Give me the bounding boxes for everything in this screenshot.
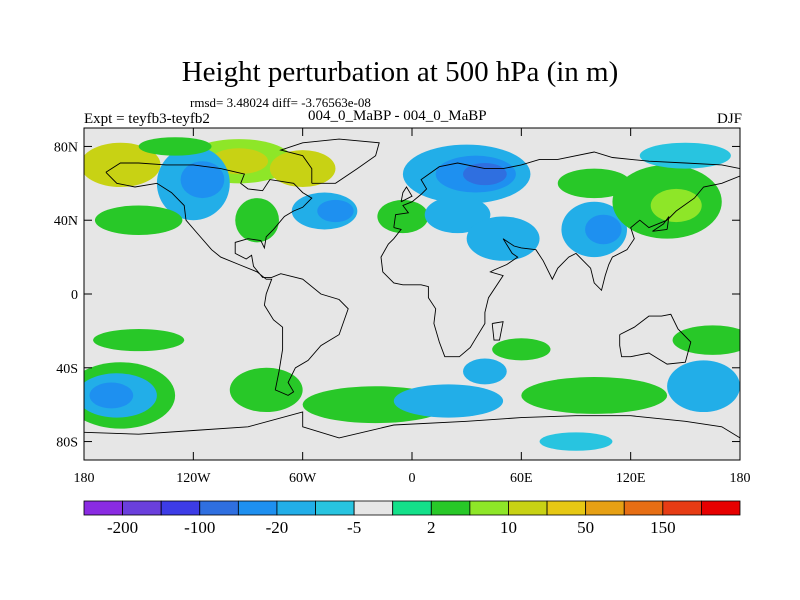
colorbar-swatch <box>546 500 587 516</box>
colorbar-swatch <box>315 500 355 516</box>
coastline <box>619 313 692 365</box>
colorbar-swatch <box>508 500 548 516</box>
anomaly-region <box>138 137 212 156</box>
colorbar-label: 150 <box>650 518 676 537</box>
colorbar-swatch <box>83 500 123 516</box>
lat-tick-label: 40S <box>56 362 78 377</box>
stats-label: rmsd= 3.48024 diff= -3.76563e-08 <box>190 95 371 110</box>
lon-tick-label: 0 <box>409 471 416 486</box>
anomaly-region <box>235 198 279 243</box>
anomaly-region <box>585 214 622 245</box>
anomaly-region <box>393 384 504 418</box>
colorbar-swatch <box>623 500 664 516</box>
colorbar: -200 -100 -20 -5 2 10 50 150 <box>83 500 741 537</box>
anomaly-region <box>672 325 740 355</box>
anomaly-region <box>269 150 336 188</box>
lon-tick-label: 60E <box>510 471 533 486</box>
anomaly-region <box>539 432 613 451</box>
coastline <box>652 216 670 232</box>
coastline <box>491 321 504 341</box>
plot-title: Height perturbation at 500 hPa (in m) <box>181 56 619 88</box>
coastline <box>380 151 740 358</box>
coastline <box>279 138 380 184</box>
colorbar-swatch <box>392 500 432 516</box>
case-label: 004_0_MaBP - 004_0_MaBP <box>308 108 487 124</box>
lat-tick-label: 40N <box>54 214 78 229</box>
experiment-label: Expt = teyfb3-teyfb2 <box>84 111 210 127</box>
anomaly-region <box>424 196 491 234</box>
colorbar-swatch <box>237 500 278 516</box>
anomaly-region <box>180 161 225 199</box>
anomaly-region <box>650 188 702 223</box>
colorbar-label: -100 <box>184 518 215 537</box>
lon-tick-label: 180 <box>730 471 751 486</box>
anomaly-region <box>94 205 183 235</box>
colorbar-swatch <box>662 500 702 516</box>
colorbar-swatch <box>276 500 316 516</box>
colorbar-swatch <box>469 500 509 516</box>
anomaly-fill-layer <box>84 137 740 451</box>
lat-tick-label: 80N <box>54 140 78 155</box>
colorbar-label: 2 <box>427 518 436 537</box>
coastline-layer <box>84 138 740 439</box>
anomaly-region <box>93 329 185 352</box>
lon-tick-label: 60W <box>289 471 317 486</box>
colorbar-swatch <box>199 500 239 516</box>
coastline <box>105 162 349 396</box>
colorbar-swatch <box>160 500 201 516</box>
anomaly-region <box>84 142 161 188</box>
colorbar-swatch <box>585 500 625 516</box>
colorbar-label: 10 <box>500 518 517 537</box>
colorbar-label: -5 <box>347 518 361 537</box>
lon-tick-label: 120E <box>616 471 646 486</box>
colorbar-swatch <box>430 500 471 516</box>
anomaly-region <box>377 199 429 234</box>
lon-tick-label: 180 <box>74 471 95 486</box>
colorbar-swatch <box>122 500 162 516</box>
lat-tick-label: 0 <box>71 288 78 303</box>
lon-tick-label: 120W <box>176 471 211 486</box>
anomaly-region <box>492 338 551 361</box>
colorbar-label: -200 <box>107 518 138 537</box>
colorbar-swatch <box>353 500 394 516</box>
colorbar-swatch <box>701 500 741 516</box>
anomaly-region <box>89 382 134 409</box>
anomaly-region <box>317 199 354 223</box>
anomaly-region <box>463 358 507 385</box>
coastline <box>400 186 413 203</box>
anomaly-region <box>667 360 740 413</box>
coastline <box>84 411 740 439</box>
anomaly-region <box>521 377 668 414</box>
axis-ticks: 180 120W 60W 0 60E 120E 180 80N 40N 0 40S 80S <box>54 128 751 486</box>
season-label: DJF <box>716 111 742 127</box>
anomaly-region <box>229 367 303 413</box>
lat-tick-label: 80S <box>56 436 78 451</box>
colorbar-label: 50 <box>577 518 594 537</box>
anomaly-region <box>557 168 631 199</box>
anomaly-region <box>463 163 507 186</box>
colorbar-label: -20 <box>266 518 289 537</box>
